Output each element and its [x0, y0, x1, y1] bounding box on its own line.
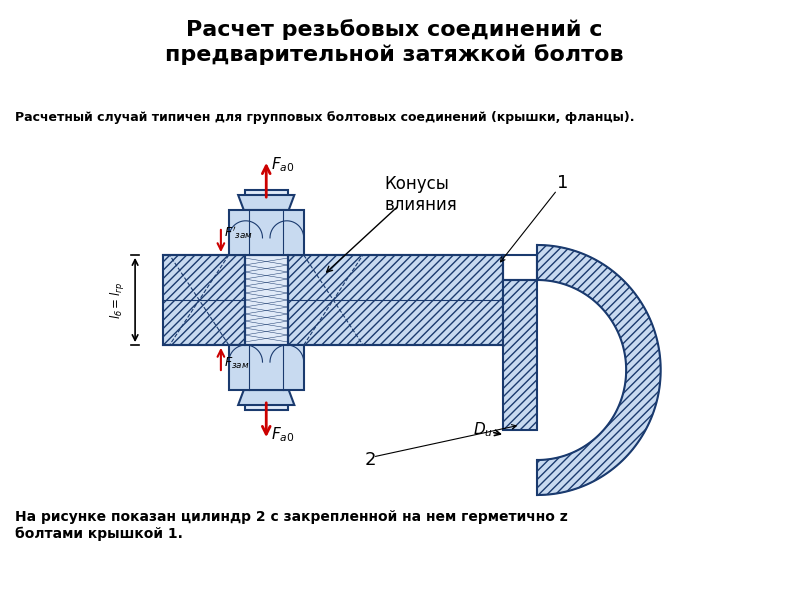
Text: $l_б = l_{гр}$: $l_б = l_{гр}$: [110, 281, 127, 319]
Text: $F_{a0}$: $F_{a0}$: [271, 155, 294, 175]
Polygon shape: [288, 255, 503, 345]
Polygon shape: [238, 390, 294, 405]
Text: 1: 1: [557, 174, 569, 192]
Text: $F_{зам}$: $F_{зам}$: [224, 356, 250, 371]
Polygon shape: [162, 255, 245, 345]
Polygon shape: [229, 345, 304, 390]
Polygon shape: [245, 190, 288, 410]
Polygon shape: [238, 195, 294, 210]
Text: Конусы
влияния: Конусы влияния: [385, 175, 458, 214]
Text: На рисунке показан цилиндр 2 с закрепленной на нем герметично z
болтами крышкой : На рисунке показан цилиндр 2 с закреплен…: [14, 510, 567, 541]
Text: 2: 2: [365, 451, 376, 469]
Text: $F'_{зам}$: $F'_{зам}$: [224, 224, 253, 241]
Text: $F_{a0}$: $F_{a0}$: [271, 425, 294, 445]
Text: $D_u$: $D_u$: [474, 421, 494, 439]
Polygon shape: [538, 245, 661, 495]
Text: Расчетный случай типичен для групповых болтовых соединений (крышки, фланцы).: Расчетный случай типичен для групповых б…: [14, 112, 634, 124]
Polygon shape: [229, 210, 304, 255]
Polygon shape: [503, 280, 538, 430]
Text: Расчет резьбовых соединений с
предварительной затяжкой болтов: Расчет резьбовых соединений с предварите…: [165, 19, 624, 65]
